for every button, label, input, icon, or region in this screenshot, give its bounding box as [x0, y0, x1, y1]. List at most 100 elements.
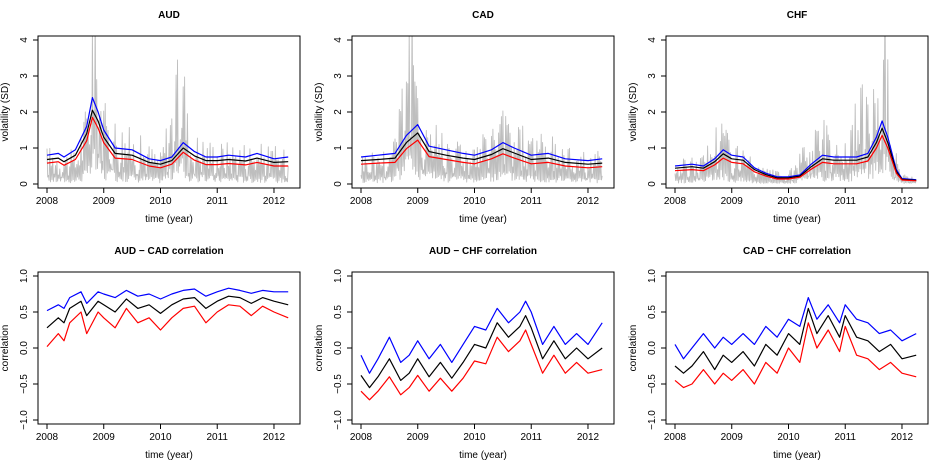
y-tick-label: −1.0 [19, 410, 30, 430]
x-tick-label: 2011 [206, 196, 228, 207]
x-tick-label: 2009 [721, 432, 744, 443]
x-tick-label: 2012 [891, 196, 914, 207]
series-line-3 [360, 132, 603, 165]
x-tick-label: 2008 [664, 196, 687, 207]
x-tick-label: 2012 [891, 432, 914, 443]
y-tick-label: 3 [19, 73, 30, 79]
series-line-2 [674, 120, 917, 181]
y-tick-label: 0.0 [333, 341, 344, 355]
x-tick-label: 2009 [93, 432, 116, 443]
x-tick-label: 2009 [93, 196, 116, 207]
series-line-1 [360, 300, 603, 374]
y-tick-label: 0 [647, 181, 658, 187]
series-line-3 [46, 109, 289, 165]
chart-panel-5: 2008 2009 2010 2011 2012 −1.0 −0.5 0.0 0.5 1.0 AUD… [314, 246, 615, 461]
y-tick-label: 0.0 [647, 341, 658, 355]
x-tick-label: 2012 [577, 196, 600, 207]
y-tick-label: 1.0 [647, 269, 658, 283]
y-tick-label: 2 [333, 109, 344, 115]
y-tick-label: 3 [647, 73, 658, 79]
series-line-4 [360, 139, 603, 169]
y-tick-label: 2 [647, 109, 658, 115]
chart-title: CAD [472, 10, 494, 21]
x-tick-label: 2008 [350, 196, 373, 207]
x-axis-label: time (year) [773, 214, 821, 225]
y-axis-label: correlation [628, 325, 639, 372]
x-tick-label: 2010 [149, 196, 172, 207]
y-tick-label: −0.5 [19, 374, 30, 394]
x-tick-label: 2010 [777, 432, 800, 443]
x-tick-label: 2011 [520, 432, 542, 443]
x-tick-label: 2009 [407, 196, 430, 207]
plot-frame [665, 271, 929, 425]
x-tick-label: 2011 [834, 432, 856, 443]
y-tick-label: 3 [333, 73, 344, 79]
y-tick-label: 4 [333, 37, 344, 43]
x-axis-label: time (year) [145, 214, 193, 225]
y-tick-label: 1.0 [19, 269, 30, 283]
chart-title: CAD − CHF correlation [743, 246, 851, 257]
series-line-2 [360, 123, 603, 162]
y-tick-label: 0 [19, 181, 30, 187]
y-tick-label: 0.5 [19, 305, 30, 319]
series-line-2 [46, 295, 289, 329]
series-line-3 [360, 329, 603, 401]
x-tick-label: 2010 [463, 432, 486, 443]
y-tick-label: 0 [333, 181, 344, 187]
x-tick-label: 2008 [664, 432, 687, 443]
series-line-1 [46, 36, 289, 184]
chart-panel-4: 2008 2009 2010 2011 2012 −1.0 −0.5 0.0 0.5 1.0 AUD… [0, 246, 301, 461]
y-tick-label: 4 [647, 37, 658, 43]
x-tick-label: 2010 [149, 432, 172, 443]
series-line-2 [46, 96, 289, 162]
chart-title: AUD − CAD correlation [114, 246, 223, 257]
y-tick-label: 1 [647, 145, 658, 151]
y-axis-label: volatility (SD) [628, 83, 639, 142]
series-line-2 [360, 315, 603, 389]
y-tick-label: 4 [19, 37, 30, 43]
y-tick-label: 0.0 [19, 341, 30, 355]
chart-title: AUD [158, 10, 180, 21]
x-axis-label: time (year) [459, 450, 507, 461]
y-axis-label: volatility (SD) [0, 83, 11, 142]
x-axis-label: time (year) [459, 214, 507, 225]
y-tick-label: 1.0 [333, 269, 344, 283]
plot-frame [351, 271, 615, 425]
chart-panel-6: 2008 2009 2010 2011 2012 −1.0 −0.5 0.0 0.5 1.0 CAD… [628, 246, 929, 461]
y-axis-label: correlation [314, 325, 325, 372]
x-tick-label: 2008 [350, 432, 373, 443]
x-tick-label: 2012 [577, 432, 600, 443]
x-tick-label: 2010 [777, 196, 800, 207]
series-line-1 [46, 287, 289, 312]
series-line-2 [674, 307, 917, 374]
x-tick-label: 2008 [36, 196, 59, 207]
x-tick-label: 2012 [263, 196, 286, 207]
x-axis-label: time (year) [145, 450, 193, 461]
x-tick-label: 2009 [407, 432, 430, 443]
x-tick-label: 2008 [36, 432, 59, 443]
y-axis-label: correlation [0, 325, 11, 372]
x-tick-label: 2011 [834, 196, 856, 207]
chart-title: AUD − CHF correlation [429, 246, 537, 257]
x-tick-label: 2010 [463, 196, 486, 207]
series-line-4 [674, 134, 917, 182]
y-tick-label: 0.5 [647, 305, 658, 319]
y-tick-label: −0.5 [333, 374, 344, 394]
y-tick-label: −1.0 [647, 410, 658, 430]
series-line-1 [674, 297, 917, 360]
y-axis-label: volatility (SD) [314, 83, 325, 142]
series-line-4 [46, 116, 289, 169]
x-tick-label: 2011 [206, 432, 228, 443]
y-tick-label: −0.5 [647, 374, 658, 394]
x-axis-label: time (year) [773, 450, 821, 461]
chart-title: CHF [787, 10, 808, 21]
series-line-3 [674, 127, 917, 181]
x-tick-label: 2012 [263, 432, 286, 443]
x-tick-label: 2009 [721, 196, 744, 207]
series-line-3 [46, 304, 289, 347]
y-tick-label: 1 [333, 145, 344, 151]
